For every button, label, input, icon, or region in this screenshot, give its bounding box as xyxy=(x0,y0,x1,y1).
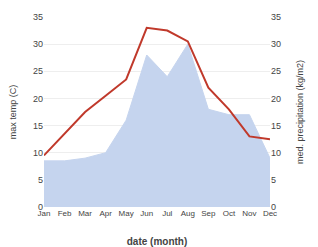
svg-text:Jul: Jul xyxy=(162,209,172,218)
svg-text:35: 35 xyxy=(271,12,281,22)
svg-text:date (month): date (month) xyxy=(127,236,188,247)
svg-text:May: May xyxy=(119,209,134,218)
svg-text:10: 10 xyxy=(271,148,281,158)
svg-text:30: 30 xyxy=(33,39,43,49)
svg-text:10: 10 xyxy=(33,148,43,158)
svg-text:med. precipitation (kg/m2): med. precipitation (kg/m2) xyxy=(295,60,305,164)
svg-text:0: 0 xyxy=(271,202,276,212)
svg-text:20: 20 xyxy=(33,94,43,104)
svg-text:35: 35 xyxy=(33,12,43,22)
svg-text:Aug: Aug xyxy=(181,209,195,218)
svg-text:0: 0 xyxy=(38,202,43,212)
svg-text:5: 5 xyxy=(271,175,276,185)
svg-text:15: 15 xyxy=(271,121,281,131)
svg-text:Nov: Nov xyxy=(242,209,256,218)
svg-text:Sep: Sep xyxy=(201,209,216,218)
svg-text:Jun: Jun xyxy=(140,209,153,218)
svg-text:Dec: Dec xyxy=(263,209,277,218)
svg-text:30: 30 xyxy=(271,39,281,49)
svg-text:Oct: Oct xyxy=(223,209,236,218)
svg-text:Mar: Mar xyxy=(78,209,92,218)
svg-text:5: 5 xyxy=(38,175,43,185)
svg-text:20: 20 xyxy=(271,94,281,104)
svg-text:Feb: Feb xyxy=(58,209,72,218)
svg-text:max temp (C): max temp (C) xyxy=(8,85,18,140)
svg-text:Apr: Apr xyxy=(99,209,112,218)
svg-text:15: 15 xyxy=(33,121,43,131)
svg-text:25: 25 xyxy=(33,66,43,76)
svg-text:25: 25 xyxy=(271,66,281,76)
svg-text:Jan: Jan xyxy=(38,209,51,218)
